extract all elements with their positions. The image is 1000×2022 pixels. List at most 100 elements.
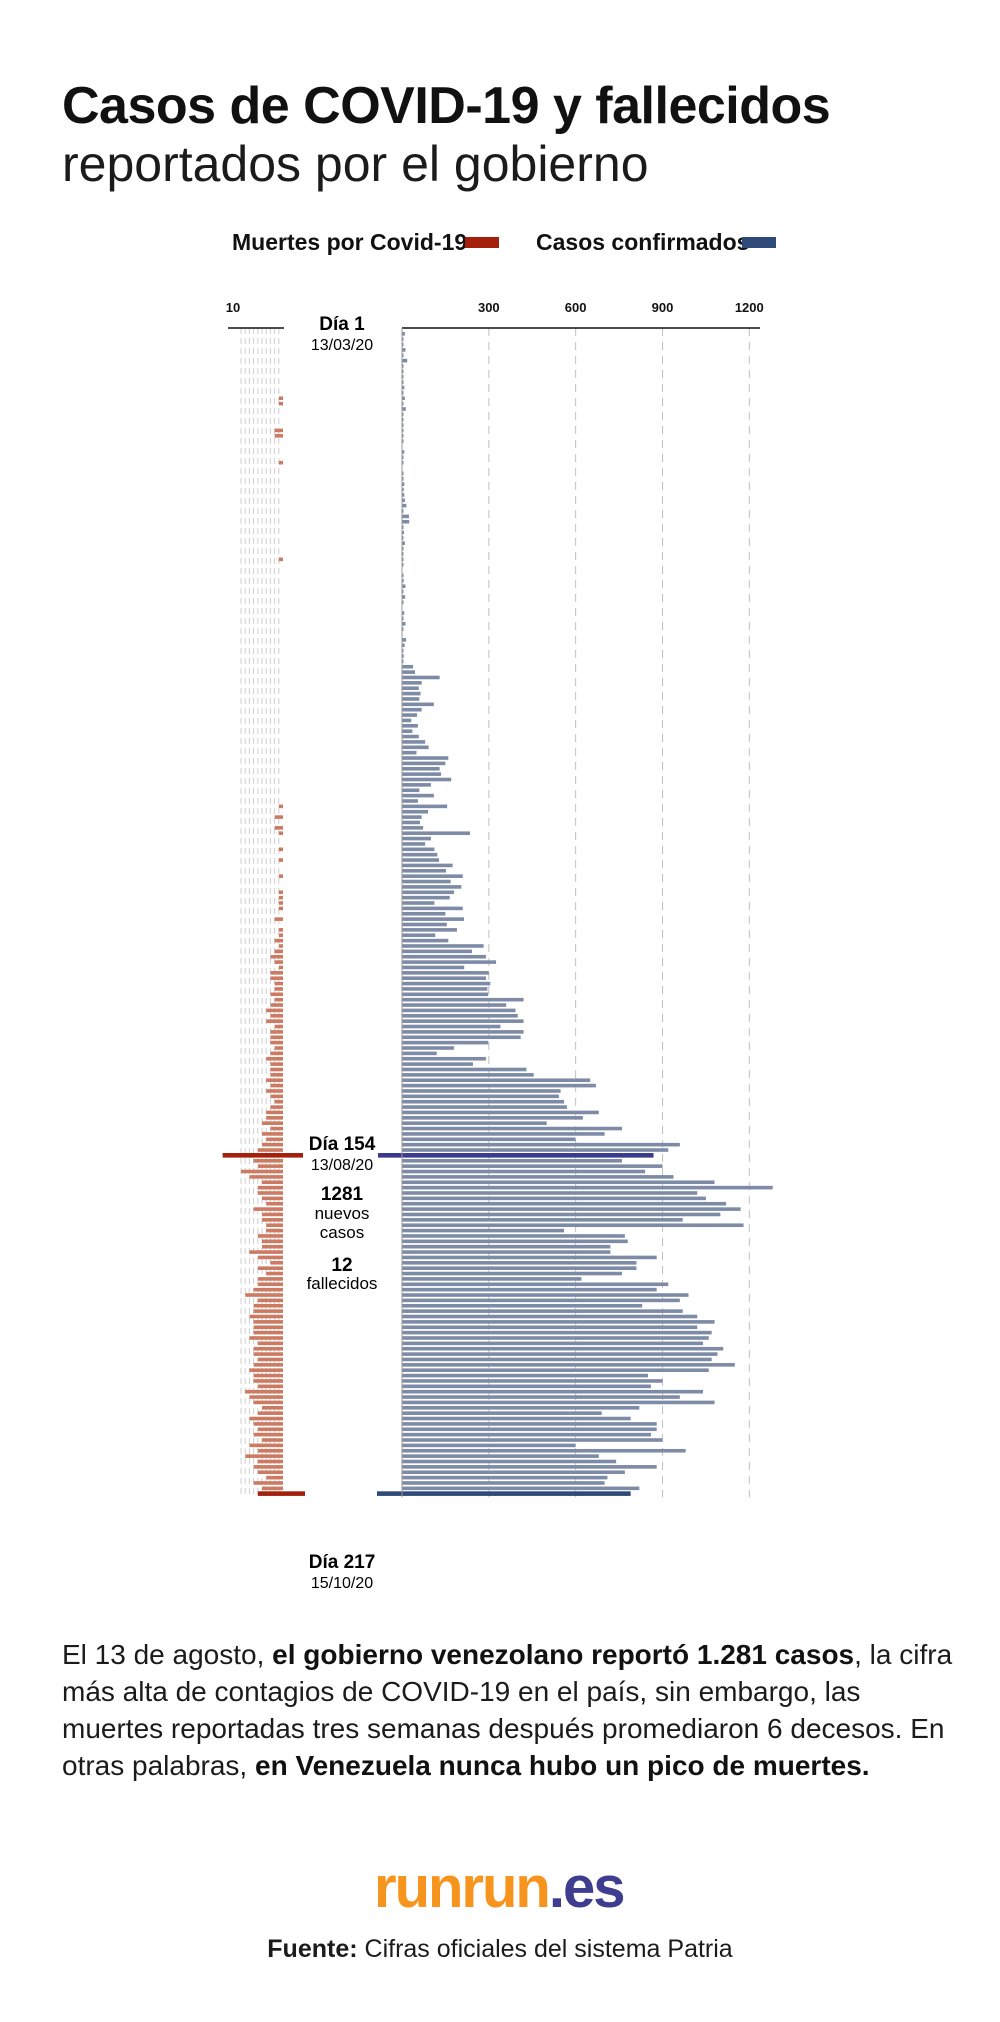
deaths-tick-label: 10 (226, 300, 240, 315)
deaths-bar (278, 460, 283, 465)
cases-bar (402, 476, 404, 481)
chart-subtitle: reportados por el gobierno (62, 136, 649, 192)
deaths-bar (278, 895, 283, 900)
deaths-bar (262, 1132, 283, 1136)
cases-bar (402, 1352, 718, 1356)
cases-bar (402, 740, 426, 744)
cases-bar (402, 611, 405, 615)
deaths-bar (253, 1422, 283, 1426)
deaths-bar (274, 815, 283, 819)
cases-bar (402, 627, 404, 631)
deaths-bar (274, 917, 283, 921)
cases-bar (402, 1083, 596, 1088)
cases-bar (402, 734, 419, 739)
deaths-bar (266, 1475, 283, 1480)
cases-bar (402, 718, 412, 723)
deaths-bar (257, 1255, 283, 1260)
deaths-bar (278, 933, 283, 938)
deaths-bar (253, 1303, 283, 1308)
deaths-bar (274, 434, 283, 438)
cases-bar (402, 616, 404, 621)
peak-cases-text-2: casos (320, 1223, 364, 1242)
grid-layer (240, 328, 750, 1498)
cases-bar (402, 1013, 518, 1018)
cases-bar (402, 1019, 524, 1023)
cases-bar (402, 1067, 527, 1072)
cases-bar (402, 879, 451, 884)
cases-bar (402, 815, 422, 819)
deaths-bar (266, 1078, 283, 1083)
deaths-bar (266, 1110, 283, 1115)
deaths-bars (222, 396, 305, 1496)
cases-bar (402, 1470, 625, 1475)
deaths-bar (266, 1228, 283, 1233)
cases-bar (402, 1416, 631, 1421)
cases-bar (402, 1346, 724, 1351)
deaths-bar (262, 1486, 283, 1491)
legend-deaths-label: Muertes por Covid-19 (232, 229, 468, 255)
deaths-bar (253, 1320, 283, 1324)
summary-bold-1: el gobierno venezolano reportó 1.281 cas… (272, 1639, 855, 1670)
deaths-bar (274, 981, 283, 986)
cases-bar (402, 1116, 583, 1120)
deaths-bar (257, 1411, 283, 1415)
cases-bar (402, 750, 417, 755)
cases-bar (402, 788, 420, 793)
deaths-bar (278, 401, 283, 406)
deaths-bar (262, 1244, 283, 1249)
cases-bar (402, 385, 405, 390)
deaths-bar (245, 1454, 283, 1458)
deaths-bar (253, 1287, 283, 1292)
cases-bar (402, 1287, 657, 1292)
deaths-bar (257, 1191, 283, 1195)
cases-bar (402, 332, 405, 336)
deaths-bar (270, 1105, 283, 1109)
deaths-bar (249, 1175, 283, 1179)
cases-bar (402, 1448, 686, 1453)
deaths-bar (262, 1438, 283, 1442)
cases-bar (402, 1427, 657, 1432)
deaths-bar (274, 1046, 283, 1050)
deaths-bar (270, 1040, 283, 1045)
cases-bar (402, 460, 404, 465)
cases-bar (402, 895, 450, 900)
cases-bar (402, 997, 524, 1002)
axes: 300 600 900 1200 10 (226, 300, 764, 1498)
cases-bar (402, 1094, 559, 1099)
cases-bar (402, 541, 405, 546)
cases-bar (402, 595, 406, 599)
deaths-bar (278, 847, 283, 852)
cases-bar (402, 1379, 663, 1383)
deaths-bar (270, 1035, 283, 1040)
deaths-bar (274, 1024, 283, 1029)
cases-bar (402, 1271, 622, 1276)
cases-bar (402, 380, 404, 384)
cases-bar (402, 847, 435, 852)
cases-bar (402, 793, 434, 798)
cases-bar (402, 525, 404, 529)
cases-bar (402, 971, 489, 975)
deaths-bar (253, 1481, 283, 1485)
cases-bar-highlight (378, 1153, 654, 1158)
deaths-bar (253, 1207, 283, 1211)
deaths-bar (262, 1121, 283, 1125)
deaths-bar (274, 826, 283, 830)
source-text: Cifras oficiales del sistema Patria (357, 1935, 733, 1963)
deaths-bar (253, 1400, 283, 1405)
cases-bar (402, 987, 488, 991)
cases-bar (402, 1357, 712, 1362)
cases-bar (402, 1035, 521, 1040)
cases-bar (402, 1363, 735, 1367)
cases-bar (402, 1024, 501, 1029)
cases-bar (402, 498, 405, 503)
chart-title: Casos de COVID-19 y fallecidos (62, 77, 831, 135)
cases-bar (402, 842, 426, 846)
deaths-bar (249, 1368, 283, 1373)
deaths-bar-highlight (257, 1491, 305, 1496)
cases-bar (402, 1185, 773, 1190)
cases-bar (402, 342, 404, 347)
cases-bars (377, 332, 773, 1496)
cases-bar (402, 487, 404, 492)
deaths-bar (278, 906, 283, 911)
deaths-bar (249, 1250, 283, 1254)
